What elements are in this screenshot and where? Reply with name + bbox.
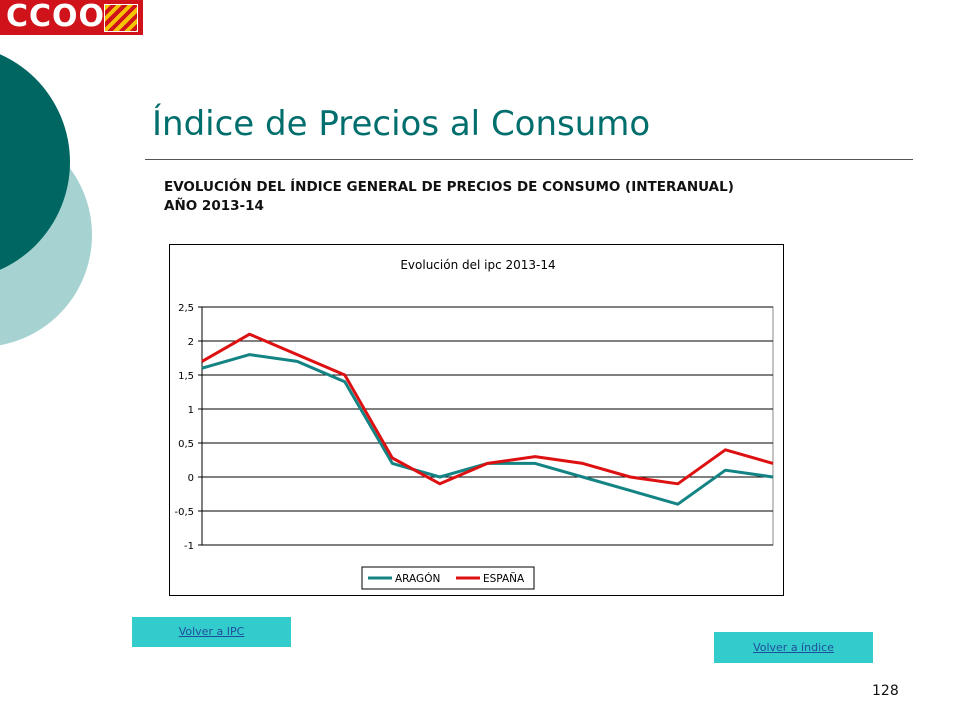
page-title: Índice de Precios al Consumo bbox=[152, 104, 651, 144]
ipc-line-chart: Evolución del ipc 2013-14 -1 -0,5 0 0,5 1 1,5… bbox=[174, 258, 774, 590]
ccoo-logo: CCOO bbox=[0, 0, 143, 35]
back-to-index-button[interactable]: Volver a índice bbox=[714, 632, 873, 663]
title-divider bbox=[145, 159, 913, 160]
chart-title: Evolución del ipc 2013-14 bbox=[400, 258, 555, 272]
y-tick-label: -1 bbox=[184, 541, 194, 552]
y-tick-label: 1,5 bbox=[178, 371, 194, 382]
y-tick-label: 2 bbox=[188, 337, 194, 348]
legend-box bbox=[361, 566, 535, 590]
chart-subtitle: EVOLUCIÓN DEL ÍNDICE GENERAL DE PRECIOS … bbox=[164, 178, 734, 216]
legend-label: ESPAÑA bbox=[483, 572, 525, 585]
decorative-circles bbox=[0, 54, 92, 346]
subtitle-line-2: AÑO 2013-14 bbox=[164, 198, 264, 214]
y-tick-label: 1 bbox=[188, 405, 194, 416]
page-number: 128 bbox=[872, 683, 899, 699]
legend-label: ARAGÓN bbox=[395, 572, 440, 585]
chart-container: Evolución del ipc 2013-14 -1 -0,5 0 0,5 1 1,5… bbox=[169, 244, 784, 596]
plot-area bbox=[201, 306, 774, 546]
series-lines bbox=[201, 332, 774, 506]
legend: ARAGÓN ESPAÑA bbox=[361, 566, 535, 590]
subtitle-line-1: EVOLUCIÓN DEL ÍNDICE GENERAL DE PRECIOS … bbox=[164, 179, 734, 195]
aragon-flag-icon bbox=[104, 4, 138, 32]
back-to-ipc-button[interactable]: Volver a IPC bbox=[132, 617, 291, 647]
y-tick-label: 2,5 bbox=[178, 303, 194, 314]
y-tick-label: 0,5 bbox=[178, 439, 194, 450]
y-axis: -1 -0,5 0 0,5 1 1,5 2 2,5 bbox=[174, 303, 203, 552]
y-tick-label: -0,5 bbox=[174, 507, 194, 518]
logo-text: CCOO bbox=[6, 0, 106, 34]
grid-lines bbox=[202, 306, 773, 546]
series-line-españa bbox=[201, 332, 774, 486]
y-tick-label: 0 bbox=[188, 473, 194, 484]
